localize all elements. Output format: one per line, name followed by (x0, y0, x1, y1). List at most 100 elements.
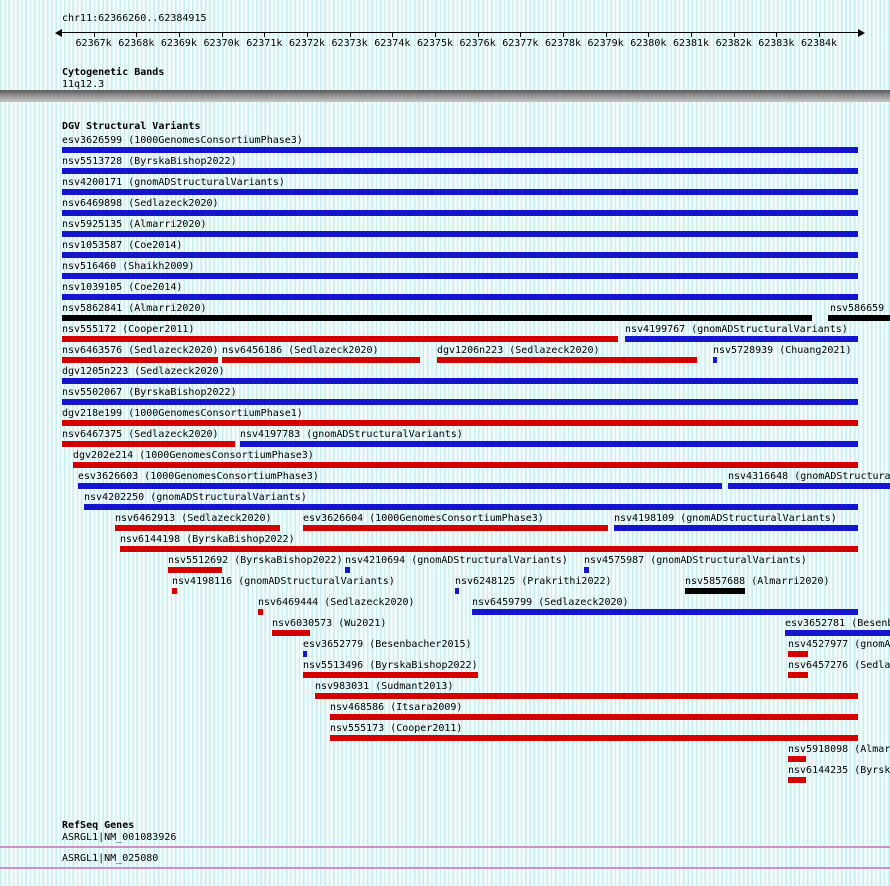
variant-bar-nsv6144235[interactable] (788, 777, 806, 783)
variant-bar-nsv4527977[interactable] (788, 651, 808, 657)
variant-bar-dgv1205n223[interactable] (62, 378, 858, 384)
variant-label-nsv4527977: nsv4527977 (gnomA (788, 639, 890, 650)
variant-label-nsv4199767: nsv4199767 (gnomADStructuralVariants) (625, 324, 848, 335)
variant-label-nsv1053587: nsv1053587 (Coe2014) (62, 240, 183, 251)
variant-bar-nsv1039105[interactable] (62, 294, 858, 300)
variant-bar-nsv4198116[interactable] (172, 588, 177, 594)
variant-label-nsv6030573: nsv6030573 (Wu2021) (272, 618, 387, 629)
variant-bar-nsv5918098[interactable] (788, 756, 806, 762)
variant-label-nsv4210694: nsv4210694 (gnomADStructuralVariants) (345, 555, 568, 566)
ruler-tick (307, 32, 308, 37)
ruler-tick-label: 62372k (288, 38, 326, 49)
variant-bar-nsv468586[interactable] (330, 714, 858, 720)
gene-line[interactable] (0, 867, 890, 869)
variant-bar-nsv6456186[interactable] (222, 357, 420, 363)
variant-bar-nsv5857688[interactable] (685, 588, 745, 594)
variant-label-nsv4198116: nsv4198116 (gnomADStructuralVariants) (172, 576, 395, 587)
variant-bar-nsv6144198[interactable] (120, 546, 858, 552)
variant-bar-nsv6463576[interactable] (62, 357, 218, 363)
variant-label-nsv516460: nsv516460 (Shaikh2009) (62, 261, 195, 272)
ruler-tick-label: 62379k (587, 38, 624, 49)
variant-bar-nsv6462913[interactable] (115, 525, 280, 531)
variant-label-nsv6469898: nsv6469898 (Sedlazeck2020) (62, 198, 219, 209)
variant-bar-nsv1053587[interactable] (62, 252, 858, 258)
variant-label-esv3652781: esv3652781 (Besenb (785, 618, 890, 629)
ruler-tick-label: 62375k (416, 38, 454, 49)
variant-label-nsv983031: nsv983031 (Sudmant2013) (315, 681, 454, 692)
variant-label-nsv5862841: nsv5862841 (Almarri2020) (62, 303, 207, 314)
variant-bar-nsv5513728[interactable] (62, 168, 858, 174)
ruler-tick-label: 62374k (374, 38, 411, 49)
ruler-tick-label: 62383k (758, 38, 795, 49)
variant-bar-esv3626599[interactable] (62, 147, 858, 153)
variant-bar-nsv4200171[interactable] (62, 189, 858, 195)
ruler-tick (93, 32, 95, 37)
variant-bar-esv3626604[interactable] (303, 525, 608, 531)
variant-bar-dgv1206n223[interactable] (437, 357, 697, 363)
variant-label-nsv6457276: nsv6457276 (Sedla (788, 660, 890, 671)
variant-label-nsv6469444: nsv6469444 (Sedlazeck2020) (258, 597, 415, 608)
variant-bar-nsv4199767[interactable] (625, 336, 858, 342)
variant-label-nsv555173: nsv555173 (Cooper2011) (330, 723, 463, 734)
ruler-tick (691, 32, 692, 37)
ruler-tick (733, 32, 735, 37)
variant-label-dgv1205n223: dgv1205n223 (Sedlazeck2020) (62, 366, 225, 377)
variant-bar-nsv6030573[interactable] (272, 630, 310, 636)
variant-bar-nsv555172[interactable] (62, 336, 618, 342)
ruler-tick (605, 32, 607, 37)
variant-label-nsv5513728: nsv5513728 (ByrskaBishop2022) (62, 156, 237, 167)
variant-bar-nsv5502067[interactable] (62, 399, 858, 405)
variant-bar-nsv586659[interactable] (828, 315, 890, 321)
variant-bar-nsv6469444[interactable] (258, 609, 263, 615)
variant-bar-nsv555173[interactable] (330, 735, 858, 741)
ruler-tick (221, 32, 223, 37)
variant-bar-nsv4210694[interactable] (345, 567, 350, 573)
variant-label-nsv555172: nsv555172 (Cooper2011) (62, 324, 195, 335)
cytoband-bar[interactable] (0, 90, 890, 102)
ruler-tick (392, 32, 394, 37)
variant-bar-nsv516460[interactable] (62, 273, 858, 279)
variant-label-nsv6467375: nsv6467375 (Sedlazeck2020) (62, 429, 219, 440)
ruler-tick-label: 62371k (246, 38, 283, 49)
variant-bar-nsv6459799[interactable] (472, 609, 858, 615)
variant-bar-nsv4198109[interactable] (614, 525, 858, 531)
variant-label-esv3626603: esv3626603 (1000GenomesConsortiumPhase3) (78, 471, 319, 482)
variant-bar-nsv4316648[interactable] (728, 483, 890, 489)
variant-bar-esv3652781[interactable] (785, 630, 890, 636)
variant-label-nsv468586: nsv468586 (Itsara2009) (330, 702, 463, 713)
variant-bar-nsv5513496[interactable] (303, 672, 478, 678)
variant-bar-esv3652779[interactable] (303, 651, 307, 657)
variant-label-nsv4200171: nsv4200171 (gnomADStructuralVariants) (62, 177, 285, 188)
variant-label-nsv5512692: nsv5512692 (ByrskaBishop2022) (168, 555, 343, 566)
ruler-tick (136, 32, 138, 37)
variant-bar-nsv6469898[interactable] (62, 210, 858, 216)
gene-label: ASRGL1|NM_025080 (62, 853, 159, 864)
variant-bar-nsv6248125[interactable] (455, 588, 459, 594)
ruler-tick (819, 32, 820, 37)
variant-bar-esv3626603[interactable] (78, 483, 722, 489)
variant-label-nsv1039105: nsv1039105 (Coe2014) (62, 282, 183, 293)
variant-bar-nsv6457276[interactable] (788, 672, 808, 678)
variant-bar-nsv6467375[interactable] (62, 441, 235, 447)
variant-bar-nsv4202250[interactable] (84, 504, 858, 510)
variant-label-nsv5918098: nsv5918098 (Almar (788, 744, 890, 755)
region-position: chr11:62366260..62384915 (62, 13, 207, 24)
variant-bar-nsv5862841[interactable] (62, 315, 812, 321)
ruler-tick (435, 32, 436, 37)
ruler-tick (563, 32, 564, 37)
variant-bar-nsv5728939[interactable] (713, 357, 717, 363)
variant-bar-nsv5925135[interactable] (62, 231, 858, 237)
ruler-tick-label: 62381k (672, 38, 710, 49)
variant-bar-nsv4575987[interactable] (584, 567, 589, 573)
ruler-tick-label: 62377k (502, 38, 539, 49)
variant-label-nsv6144198: nsv6144198 (ByrskaBishop2022) (120, 534, 295, 545)
variant-bar-nsv5512692[interactable] (168, 567, 222, 573)
variant-bar-nsv4197783[interactable] (240, 441, 858, 447)
variant-label-esv3626599: esv3626599 (1000GenomesConsortiumPhase3) (62, 135, 303, 146)
gene-line[interactable] (0, 846, 890, 848)
ruler-tick-label: 62382k (715, 38, 752, 49)
variant-bar-dgv202e214[interactable] (73, 462, 858, 468)
variant-bar-dgv218e199[interactable] (62, 420, 858, 426)
variant-bar-nsv983031[interactable] (315, 693, 858, 699)
